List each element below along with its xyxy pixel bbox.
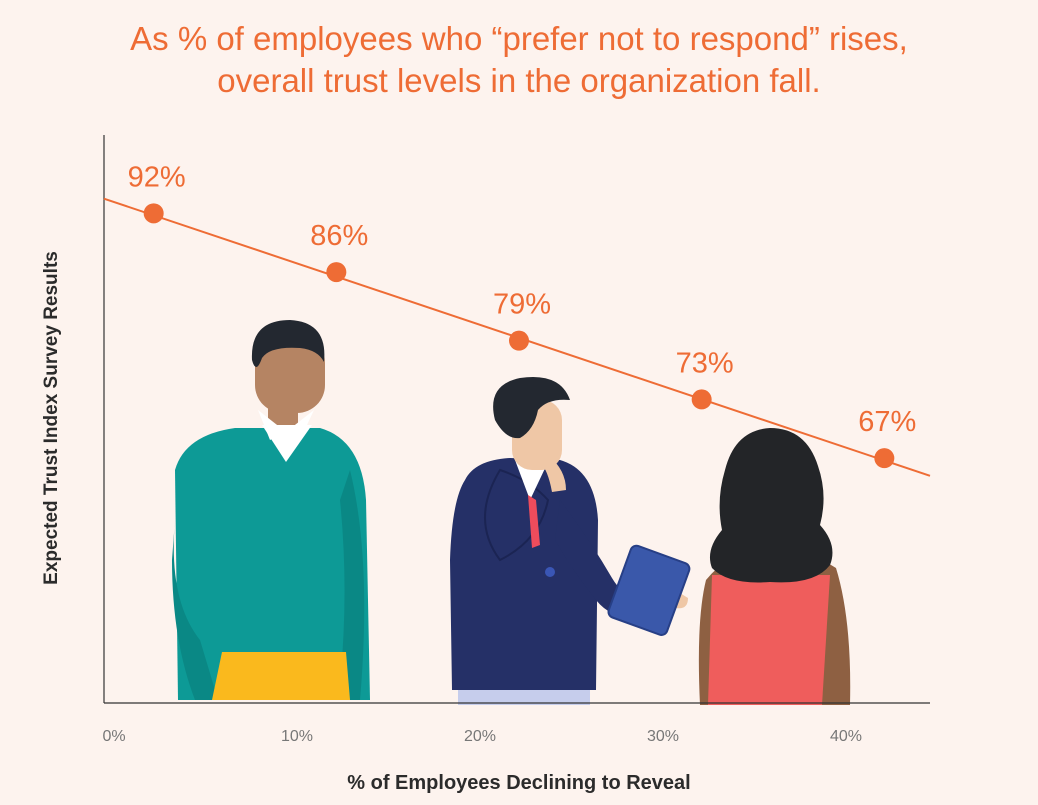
illustration: [172, 320, 851, 705]
chart-title: As % of employees who “prefer not to res…: [0, 18, 1038, 102]
person-navy-blazer-icon: [450, 376, 691, 705]
person-long-hair-icon: [698, 428, 851, 705]
chart-title-line-1: As % of employees who “prefer not to res…: [130, 20, 908, 57]
data-label: 92%: [128, 161, 186, 193]
person-teal-sweater-icon: [172, 320, 370, 700]
data-point: [691, 389, 712, 410]
x-tick-label: 20%: [464, 728, 496, 745]
x-tick-label: 30%: [647, 728, 679, 745]
data-point: [874, 448, 895, 469]
data-point: [143, 203, 164, 224]
x-tick-label: 10%: [281, 728, 313, 745]
data-label: 86%: [310, 220, 368, 252]
data-label: 67%: [858, 406, 916, 438]
data-point: [326, 262, 347, 283]
x-axis-label: % of Employees Declining to Reveal: [347, 772, 691, 794]
data-label: 73%: [676, 347, 734, 379]
chart-title-line-2: overall trust levels in the organization…: [217, 62, 821, 99]
data-label: 79%: [493, 289, 551, 321]
x-tick-labels: 0% 10% 20% 30% 40%: [102, 728, 862, 745]
x-tick-label: 0%: [102, 728, 125, 745]
series-layer: 92% 86% 79% 73% 67%: [103, 161, 931, 477]
x-tick-label: 40%: [830, 728, 862, 745]
data-point: [509, 330, 529, 351]
